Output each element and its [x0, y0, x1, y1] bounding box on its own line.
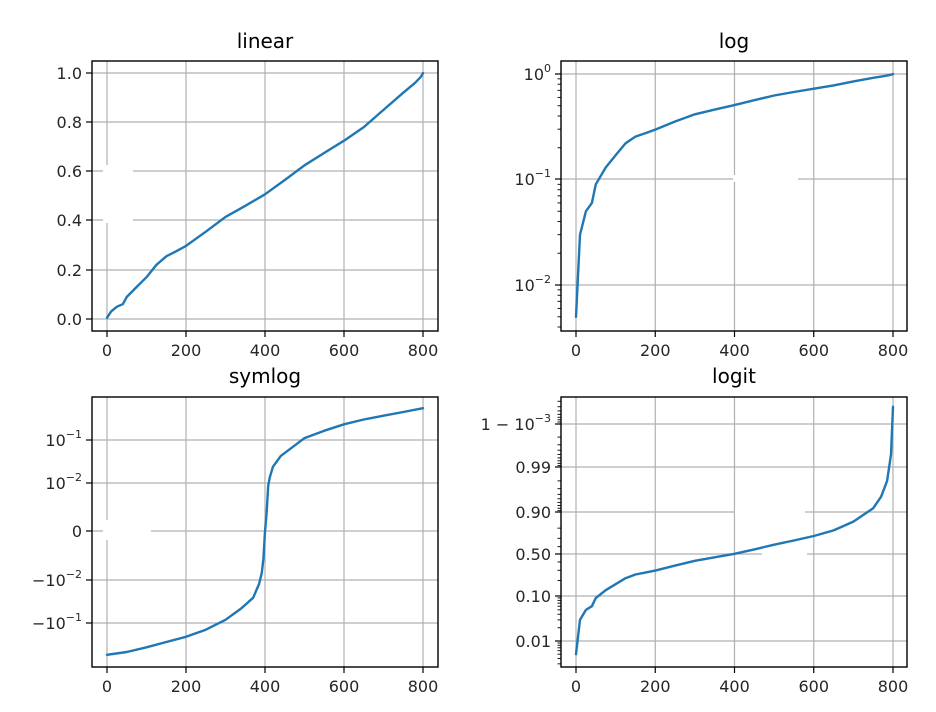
- erase-artifacts: [103, 520, 151, 540]
- y-tick-label: 0.01: [515, 632, 551, 651]
- axis-ticks: 0 200 400 600 800 1 − 10−3 0.99 0.90 0.50 0.10 0.0…: [481, 400, 909, 696]
- x-tick-label: 0: [571, 677, 581, 696]
- x-tick-label: 800: [878, 341, 909, 360]
- y-tick-label: 10−1: [514, 167, 551, 189]
- erase-artifacts: [735, 508, 807, 557]
- x-tick-label: 800: [408, 677, 439, 696]
- y-tick-label: 0.0: [57, 310, 82, 329]
- axis-ticks: 0 200 400 600 800 10−1 10−2 0 −10−2 −10−1: [32, 428, 438, 696]
- x-tick-label: 600: [798, 341, 829, 360]
- x-tick-label: 400: [250, 341, 281, 360]
- y-tick-label: 0.99: [515, 458, 551, 477]
- y-tick-label: 0: [72, 522, 82, 541]
- x-tick-label: 400: [719, 677, 750, 696]
- y-tick-label: 0.4: [57, 211, 82, 230]
- axis-ticks: 0 200 400 600 800 0.0 0.2 0.4 0.6 0.8 1.0: [57, 64, 439, 360]
- y-tick-label: 10−2: [45, 471, 82, 493]
- x-tick-label: 200: [171, 677, 202, 696]
- y-tick-label: 0.50: [515, 545, 551, 564]
- subplot-title-log: log: [719, 29, 750, 53]
- axis-ticks: 0 200 400 600 800 100 10−1 10−2: [514, 62, 908, 360]
- x-tick-label: 200: [171, 341, 202, 360]
- x-tick-label: 600: [329, 677, 360, 696]
- y-tick-label: −10−1: [32, 611, 82, 633]
- erase-artifacts: [733, 175, 798, 203]
- x-tick-label: 800: [878, 677, 909, 696]
- x-tick-label: 600: [329, 341, 360, 360]
- y-tick-label: 0.6: [57, 162, 82, 181]
- y-tick-label: −10−2: [32, 568, 82, 590]
- data-line: [105, 71, 425, 319]
- subplot-title-logit: logit: [712, 364, 756, 388]
- subplot-title-linear: linear: [237, 29, 294, 53]
- x-tick-label: 200: [640, 677, 671, 696]
- erase-artifacts: [103, 165, 133, 223]
- x-tick-label: 0: [102, 341, 112, 360]
- y-tick-label: 10−1: [45, 428, 82, 450]
- x-tick-label: 600: [798, 677, 829, 696]
- subplot-title-symlog: symlog: [229, 364, 301, 388]
- y-tick-label: 1 − 10−3: [481, 412, 551, 434]
- x-tick-label: 400: [250, 677, 281, 696]
- subplot-symlog: symlog 0 200 400 600 800 10−1 10−2 0 −10−2 −10−1: [32, 364, 439, 696]
- data-line: [105, 407, 425, 656]
- y-tick-label: 0.2: [57, 261, 82, 280]
- gridlines: [561, 397, 907, 667]
- x-tick-label: 400: [719, 341, 750, 360]
- x-tick-label: 800: [408, 341, 439, 360]
- gridlines: [92, 61, 438, 331]
- subplot-linear: linear 0 200 400 600 800 0.0 0.2 0.4 0.6 0.8 1.0: [57, 29, 439, 360]
- x-tick-label: 200: [640, 341, 671, 360]
- data-line: [574, 405, 895, 656]
- x-tick-label: 0: [102, 677, 112, 696]
- y-tick-label: 0.8: [57, 113, 82, 132]
- data-line: [574, 72, 895, 318]
- y-tick-label: 1.0: [57, 64, 82, 83]
- subplot-log: log 0 200 400 600 800 100 10−1 10−2: [514, 29, 908, 360]
- y-tick-label: 0.90: [515, 503, 551, 522]
- y-tick-label: 10−2: [514, 273, 551, 295]
- x-tick-label: 0: [571, 341, 581, 360]
- y-tick-label: 100: [524, 62, 551, 84]
- y-tick-label: 0.10: [515, 587, 551, 606]
